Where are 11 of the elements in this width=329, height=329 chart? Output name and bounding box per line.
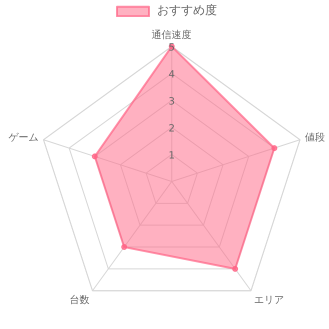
y-tick-label: 5 [168,42,175,54]
spoke-label: 値段 [305,132,326,144]
spoke-label: 台数 [69,294,90,306]
y-tick-label: 2 [168,123,175,134]
spoke-label: ゲーム [8,132,38,144]
y-tick-label: 3 [168,96,175,108]
legend-label: おすすめ度 [157,2,217,19]
spoke-label: 通信速度 [152,29,192,42]
y-tick-label: 1 [168,150,175,162]
y-tick-label: 4 [168,69,175,80]
spoke-label: エリア [254,295,284,306]
